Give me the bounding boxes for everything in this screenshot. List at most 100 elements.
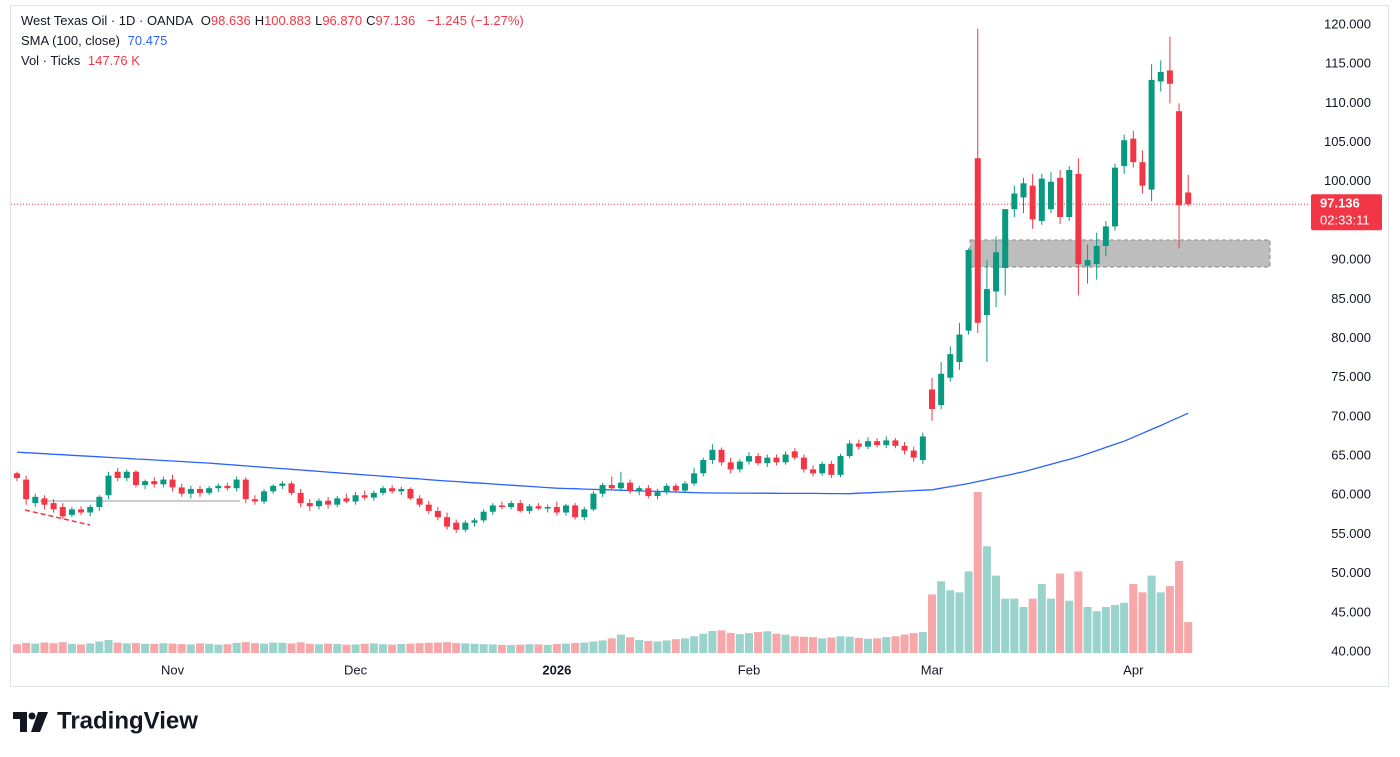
candle-body xyxy=(444,517,451,527)
volume-bar xyxy=(104,640,113,653)
volume-bar xyxy=(754,632,763,653)
volume-bar xyxy=(781,634,790,653)
volume-bar xyxy=(406,643,415,653)
candle-body xyxy=(68,509,75,515)
candle-body xyxy=(59,507,66,517)
candle-body xyxy=(691,473,698,484)
candle-body xyxy=(819,463,826,474)
legend-row: SMA (100, close) 70.475 xyxy=(21,31,528,51)
volume-bar xyxy=(77,644,86,653)
candle-body xyxy=(389,488,396,492)
candle-body xyxy=(114,471,121,479)
candle-body xyxy=(32,496,39,504)
candle-body xyxy=(361,495,368,498)
candle-body xyxy=(87,507,94,513)
volume-bar xyxy=(497,644,506,653)
candle-body xyxy=(910,450,917,458)
volume-bar xyxy=(13,644,21,653)
candle-body xyxy=(608,485,615,489)
candle-body xyxy=(215,485,222,489)
candle-body xyxy=(681,483,688,491)
volume-bar xyxy=(278,642,287,653)
volume-bar xyxy=(1019,607,1028,653)
trend-line xyxy=(24,509,91,526)
candle-body xyxy=(471,520,478,523)
volume-bar xyxy=(818,638,827,653)
candle-body xyxy=(572,505,579,518)
legend: West Texas Oil · 1D · OANDA O98.636 H100.… xyxy=(21,11,528,71)
logo xyxy=(13,712,48,732)
x-tick-label: Dec xyxy=(344,662,368,677)
volume-bar xyxy=(1147,575,1156,653)
volume-bar xyxy=(360,643,369,653)
candle-body xyxy=(837,456,844,475)
candle-body xyxy=(782,454,789,463)
volume-bar xyxy=(159,643,168,653)
volume-value: 147.76 K xyxy=(87,53,140,68)
volume-bar xyxy=(196,643,204,653)
candle-body xyxy=(380,488,386,493)
candle-body xyxy=(498,505,505,508)
candle-body xyxy=(178,487,185,494)
volume-bar xyxy=(534,644,543,653)
volume-bar xyxy=(964,571,973,653)
volume-bar xyxy=(223,644,232,653)
volume-bar xyxy=(31,643,40,653)
volume-bar xyxy=(86,643,95,653)
candle-body xyxy=(1166,70,1173,84)
y-tick-label: 115.000 xyxy=(1325,56,1371,71)
volume-bar xyxy=(982,546,991,653)
volume-bar xyxy=(351,644,360,653)
candle-body xyxy=(142,481,149,486)
candle-body xyxy=(929,389,935,410)
candle-body xyxy=(425,504,432,511)
volume-bar xyxy=(113,642,122,653)
candle-body xyxy=(746,456,752,462)
candle-body xyxy=(288,483,295,493)
volume-bar xyxy=(214,644,223,653)
candle-body xyxy=(96,496,103,508)
volume-bar xyxy=(909,633,918,653)
volume-bar xyxy=(488,644,497,653)
candle-body xyxy=(187,488,194,494)
volume-bar xyxy=(443,642,452,653)
sma-name: SMA (100, close) xyxy=(21,33,120,48)
volume-bar xyxy=(1120,602,1129,653)
volume-bar xyxy=(241,642,250,653)
candle-body xyxy=(23,479,30,500)
candle-body xyxy=(123,471,130,479)
volume-bar xyxy=(827,637,836,653)
volume-bar xyxy=(708,631,717,653)
candle-body xyxy=(736,461,743,470)
volume-bar xyxy=(479,644,488,653)
volume-bar xyxy=(1138,592,1147,653)
y-tick-label: 45.000 xyxy=(1331,604,1371,619)
candle-body xyxy=(489,505,496,512)
x-tick-label: Nov xyxy=(161,662,185,677)
volume-bar xyxy=(772,633,781,653)
candle-body xyxy=(14,473,20,479)
volume-bar xyxy=(937,581,946,653)
candle-body xyxy=(1139,162,1146,186)
volume-bar xyxy=(67,643,76,653)
y-tick-label: 40.000 xyxy=(1331,643,1371,658)
candle-body xyxy=(1038,178,1045,221)
volume-bar xyxy=(1092,611,1101,653)
candle-body xyxy=(599,485,606,494)
volume-bar xyxy=(1010,598,1019,653)
candle-body xyxy=(553,507,560,513)
volume-bar xyxy=(22,642,31,653)
price-tag xyxy=(1311,194,1382,231)
candle-body xyxy=(398,488,405,492)
candle-body xyxy=(160,479,167,485)
volume-bar xyxy=(790,636,799,653)
volume-bar xyxy=(269,642,278,653)
volume-bar xyxy=(433,642,442,653)
volume-bar xyxy=(1074,571,1083,653)
zone xyxy=(969,239,1271,268)
volume-bar xyxy=(296,642,305,653)
candle-body xyxy=(270,485,277,492)
volume-bar xyxy=(333,644,342,653)
candle-body xyxy=(874,441,881,446)
volume-bar xyxy=(863,638,872,653)
